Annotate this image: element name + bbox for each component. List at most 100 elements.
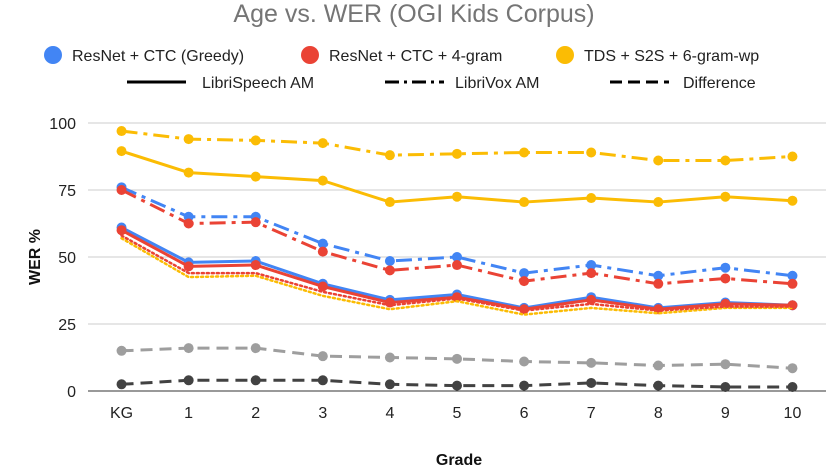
x-tick-label: KG [110,405,133,422]
data-point [317,138,328,149]
data-point [317,246,328,257]
series-line [120,185,793,278]
legend-label-style-0: LibriSpeech AM [202,75,314,92]
data-point [317,281,328,292]
data-point [250,171,261,182]
data-point [317,351,328,362]
x-tick-label: 9 [721,405,730,422]
legend-label-model-1: ResNet + CTC + 4-gram [329,48,502,65]
data-point [183,218,194,229]
data-point [384,197,395,208]
data-point [787,363,798,374]
data-point [384,256,395,267]
data-point [384,150,395,161]
x-tick-label: 8 [654,405,663,422]
x-tick-label: 6 [520,405,529,422]
data-point [250,135,261,146]
data-point [653,197,664,208]
data-point [787,381,798,392]
data-point [452,252,462,262]
data-point [653,155,664,166]
series-6 [116,343,798,374]
data-point [519,147,530,158]
data-point [317,175,328,186]
x-tick-label: 3 [318,405,327,422]
data-point [787,270,798,281]
y-tick-label: 25 [58,317,76,334]
data-point [250,343,261,354]
series-8 [120,236,794,316]
legend-item-style-1: LibriVox AM [385,75,539,92]
data-point [250,260,261,271]
y-tick-label: 0 [67,384,76,401]
data-point [183,167,194,178]
legend-item-style-0: LibriSpeech AM [127,75,314,92]
data-point [116,185,127,195]
y-tick-label: 100 [49,116,76,133]
series-line [121,346,793,370]
data-point [720,273,731,284]
y-tick-label: 75 [58,183,76,200]
data-point [720,155,731,166]
legend-item-model-0: ResNet + CTC (Greedy) [44,46,244,65]
data-point [586,147,597,158]
legend-label-model-0: ResNet + CTC (Greedy) [72,48,244,65]
data-point [452,353,462,364]
data-point [720,191,731,202]
data-point [586,294,597,305]
data-point [653,278,664,289]
data-point [653,304,664,315]
data-point [519,380,530,391]
legend-marker-model-2 [556,46,574,64]
series-5 [116,126,798,166]
y-axis-ticks: 0 25 50 75 100 [49,116,76,401]
series [116,126,798,392]
data-point [116,379,127,390]
data-point [586,193,597,204]
y-tick-label: 50 [58,250,76,267]
data-point [519,276,530,287]
legend-item-model-2: TDS + S2S + 6-gram-wp [556,46,759,65]
data-point [183,261,194,272]
series-line [120,236,794,316]
x-tick-label: 5 [453,405,462,422]
data-point [586,357,597,368]
data-point [116,146,127,157]
data-point [787,278,798,289]
legend-label-style-1: LibriVox AM [455,75,539,92]
series-4 [116,146,798,208]
data-point [452,191,462,202]
legend-item-style-2: Difference [610,75,756,92]
legend-marker-model-1 [301,46,319,64]
data-point [519,197,530,208]
data-point [452,380,462,391]
data-point [452,148,462,159]
data-point [720,262,731,273]
data-point [250,375,261,386]
data-point [384,379,395,390]
gridlines [88,122,826,392]
data-point [116,225,127,236]
data-point [720,359,731,370]
data-point [653,270,664,281]
data-point [586,377,597,388]
data-point [720,381,731,392]
y-axis-title: WER % [27,229,44,285]
data-point [787,151,798,162]
data-point [519,304,530,315]
data-point [586,268,597,279]
data-point [653,360,664,371]
data-point [317,375,328,386]
data-point [519,356,530,367]
data-point [519,268,530,279]
data-point [183,134,194,145]
x-axis-title: Grade [436,452,482,467]
x-tick-label: 10 [784,405,802,422]
data-point [317,238,328,249]
data-point [384,265,395,276]
data-point [116,126,127,137]
legend-item-model-1: ResNet + CTC + 4-gram [301,46,502,65]
series-line [120,234,794,312]
series-3 [116,185,798,289]
